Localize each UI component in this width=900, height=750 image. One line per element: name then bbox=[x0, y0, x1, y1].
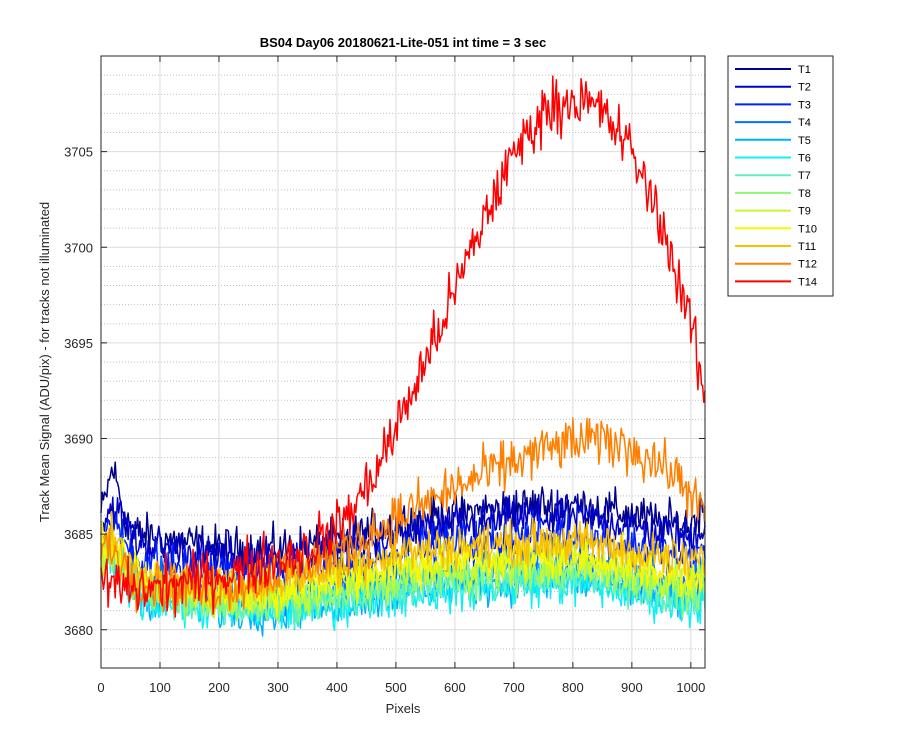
x-tick-label: 800 bbox=[562, 680, 584, 695]
legend-label-t1: T1 bbox=[798, 64, 811, 76]
y-tick-label: 3685 bbox=[64, 527, 93, 542]
legend-label-t9: T9 bbox=[798, 206, 811, 218]
x-tick-label: 900 bbox=[621, 680, 643, 695]
legend-label-t7: T7 bbox=[798, 170, 811, 182]
plot-frame bbox=[100, 55, 706, 669]
series-line-t12 bbox=[100, 417, 706, 614]
legend-entries: T1 T2 T3 T4 T5 T6 T7 T8 T9 T10 T11 T12 T14 bbox=[735, 64, 817, 288]
series-lines bbox=[100, 75, 706, 637]
legend-label-t10: T10 bbox=[798, 223, 817, 235]
chart-title: BS04 Day06 20180621-Lite-051 int time = … bbox=[260, 35, 547, 50]
legend-label-t4: T4 bbox=[798, 117, 811, 129]
x-tick-label: 700 bbox=[503, 680, 525, 695]
legend-label-t11: T11 bbox=[798, 241, 816, 253]
y-tick-label: 3705 bbox=[64, 145, 93, 160]
x-tick-label: 500 bbox=[385, 680, 407, 695]
y-tick-label: 3690 bbox=[64, 432, 93, 447]
legend-label-t5: T5 bbox=[798, 135, 811, 147]
x-tick-label: 200 bbox=[208, 680, 230, 695]
legend-label-t12: T12 bbox=[798, 259, 817, 271]
x-tick-label: 0 bbox=[97, 680, 104, 695]
legend-label-t3: T3 bbox=[798, 99, 811, 111]
legend-label-t8: T8 bbox=[798, 188, 811, 200]
x-tick-label: 600 bbox=[444, 680, 466, 695]
y-axis: 3680 3685 3690 3695 3700 3705 bbox=[64, 145, 705, 638]
legend-label-t2: T2 bbox=[798, 82, 811, 94]
y-tick-label: 3695 bbox=[64, 336, 93, 351]
x-axis: 0 100 200 300 400 500 600 700 800 900 1000 bbox=[97, 56, 705, 695]
x-tick-label: 100 bbox=[149, 680, 171, 695]
legend: T1 T2 T3 T4 T5 T6 T7 T8 T9 T10 T11 T12 T14 bbox=[727, 55, 834, 297]
legend-label-t6: T6 bbox=[798, 153, 811, 165]
plot-area bbox=[100, 55, 706, 669]
x-tick-label: 300 bbox=[267, 680, 289, 695]
x-tick-label: 400 bbox=[326, 680, 348, 695]
y-tick-label: 3700 bbox=[64, 240, 93, 255]
legend-label-t14: T14 bbox=[798, 276, 817, 288]
y-tick-label: 3680 bbox=[64, 623, 93, 638]
x-axis-title: Pixels bbox=[386, 701, 421, 716]
y-axis-title: Track Mean Signal (ADU/pix) - for tracks… bbox=[37, 202, 52, 522]
series-line-t14 bbox=[100, 75, 706, 618]
x-tick-label: 1000 bbox=[676, 680, 705, 695]
